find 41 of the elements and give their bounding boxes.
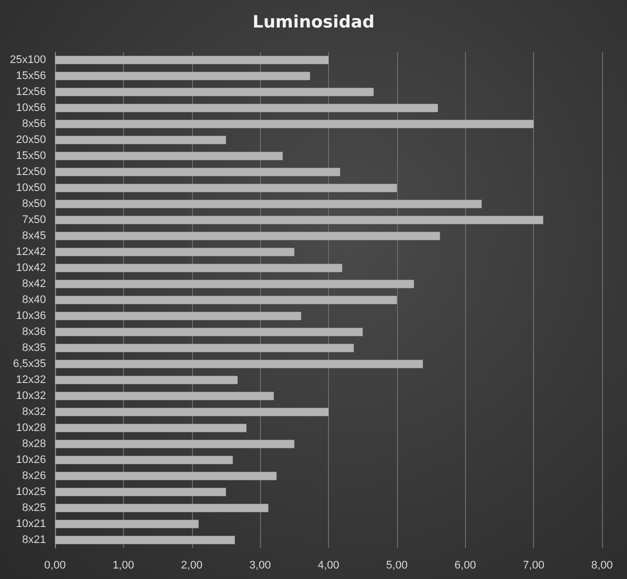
y-tick-label: 15x50 (16, 150, 46, 162)
y-tick-label: 10x28 (16, 422, 46, 434)
y-tick-label: 7x50 (22, 214, 46, 226)
y-tick-label: 10x26 (16, 454, 46, 466)
y-tick-label: 10x21 (16, 518, 46, 530)
y-tick-label: 20x50 (16, 134, 46, 146)
y-tick-label: 8x26 (22, 470, 46, 482)
y-tick-label: 12x32 (16, 374, 46, 386)
y-tick-label: 8x25 (22, 502, 46, 514)
y-tick-label: 12x50 (16, 166, 46, 178)
y-tick-label: 8x45 (22, 230, 46, 242)
y-tick-label: 10x32 (16, 390, 46, 402)
y-tick-label: 8x36 (22, 326, 46, 338)
y-tick-label: 8x50 (22, 198, 46, 210)
y-tick-label: 8x35 (22, 342, 46, 354)
y-tick-label: 8x40 (22, 294, 46, 306)
y-tick-label: 10x25 (16, 486, 46, 498)
y-tick-label: 10x36 (16, 310, 46, 322)
y-tick-label: 12x56 (16, 86, 46, 98)
y-tick-label: 8x56 (22, 118, 46, 130)
x-tick-label: 4,00 (318, 560, 340, 572)
y-tick-label: 10x42 (16, 262, 46, 274)
x-tick-label: 6,00 (454, 560, 476, 572)
y-tick-label: 8x21 (22, 534, 46, 546)
y-tick-label: 10x56 (16, 102, 46, 114)
y-tick-label: 8x28 (22, 438, 46, 450)
x-tick-label: 0,00 (44, 560, 66, 572)
chart-title: Luminosidad (252, 12, 375, 32)
y-tick-label: 10x50 (16, 182, 46, 194)
x-tick-label: 3,00 (249, 560, 271, 572)
x-tick-label: 5,00 (386, 560, 408, 572)
y-tick-label: 6,5x35 (12, 358, 46, 370)
x-tick-label: 8,00 (591, 560, 613, 572)
y-tick-label: 15x56 (16, 70, 46, 82)
y-tick-label: 12x42 (16, 246, 46, 258)
x-tick-label: 7,00 (522, 560, 544, 572)
y-tick-label: 25x100 (10, 54, 46, 66)
y-tick-label: 8x42 (22, 278, 46, 290)
y-tick-label: 8x32 (22, 406, 46, 418)
x-tick-label: 1,00 (112, 560, 134, 572)
x-tick-label: 2,00 (181, 560, 202, 572)
